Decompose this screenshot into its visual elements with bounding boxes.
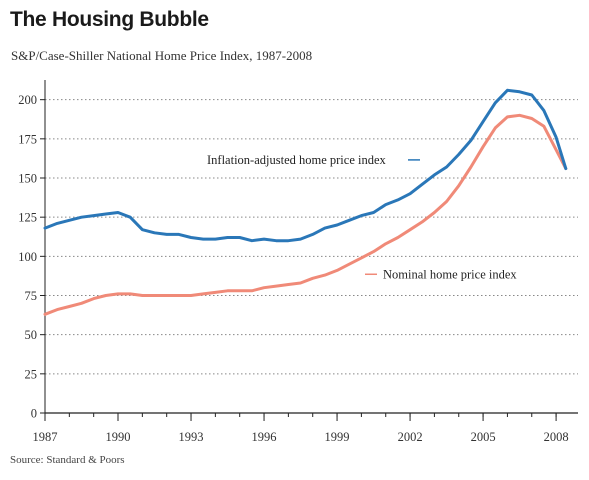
y-tick-label: 0: [31, 407, 37, 421]
x-tick-label: 2002: [398, 430, 423, 444]
series-lines: [43, 88, 568, 316]
y-tick-label: 125: [18, 211, 37, 225]
y-tick-label: 150: [18, 172, 37, 186]
chart-subtitle: S&P/Case-Shiller National Home Price Ind…: [11, 48, 313, 63]
chart-title: The Housing Bubble: [10, 8, 209, 31]
x-tick-label: 1993: [179, 430, 204, 444]
y-axis-ticks: 0 25 50 75 100 125 150 175 200: [18, 93, 45, 421]
y-tick-label: 75: [25, 289, 38, 303]
y-tick-label: 25: [25, 367, 38, 381]
x-tick-label: 1996: [252, 430, 277, 444]
series-line-inflation-adjusted: [43, 88, 568, 243]
y-tick-label: 50: [25, 328, 38, 342]
series-line-nominal: [43, 113, 568, 316]
y-tick-label: 100: [18, 250, 37, 264]
annotation-nominal: Nominal home price index: [383, 267, 517, 281]
annotation-inflation-adjusted: Inflation-adjusted home price index: [207, 153, 387, 167]
grid-lines: [44, 80, 578, 414]
x-axis-ticks: 1987 1990 1993 1996 1999 2002 2005 2008: [33, 413, 569, 444]
source-note: Source: Standard & Poors: [10, 454, 125, 466]
annotations: Inflation-adjusted home price index Nomin…: [207, 153, 517, 281]
y-tick-label: 175: [18, 132, 37, 146]
x-tick-label: 2005: [471, 430, 496, 444]
x-tick-label: 1999: [325, 430, 350, 444]
x-tick-label: 1990: [106, 430, 131, 444]
y-tick-label: 200: [18, 93, 37, 107]
x-tick-label: 2008: [544, 430, 569, 444]
x-tick-label: 1987: [33, 430, 58, 444]
